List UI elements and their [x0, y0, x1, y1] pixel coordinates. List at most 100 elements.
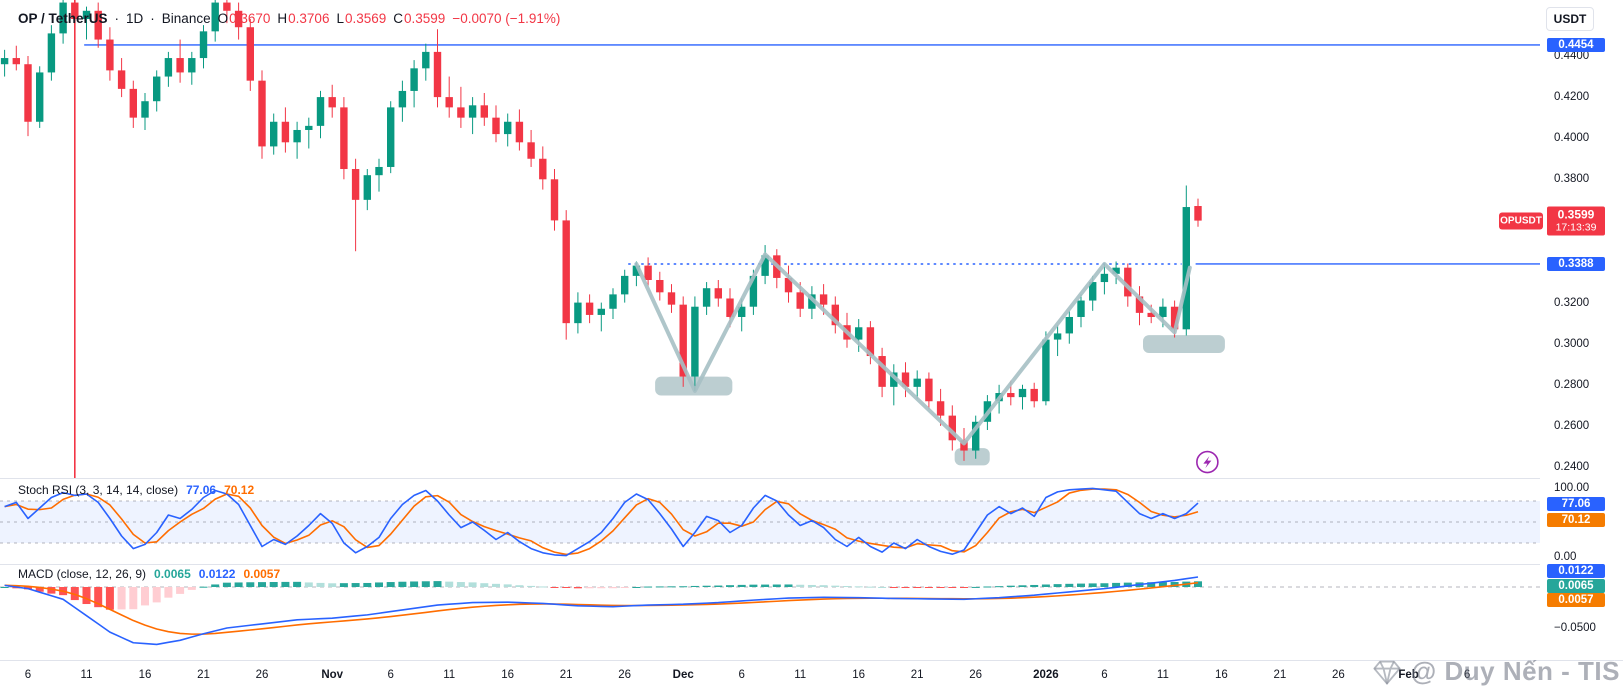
candle [12, 58, 20, 65]
candle [574, 302, 582, 324]
candle [691, 306, 699, 377]
candle [585, 302, 594, 315]
macd-header: MACD (close, 12, 26, 9) 0.0065 0.0122 0.… [18, 567, 280, 581]
candle [82, 10, 91, 20]
candle [667, 292, 676, 305]
candle [164, 58, 173, 77]
candle [36, 72, 44, 122]
candle [515, 121, 524, 143]
time-tick-11: 11 [443, 669, 456, 681]
candle [609, 294, 617, 309]
time-tick-26: 26 [618, 669, 632, 681]
candle [1007, 393, 1015, 398]
macd-signal-axis-label: 0.0057 [1547, 593, 1605, 607]
time-tick-26: 26 [1331, 669, 1345, 681]
price-tick-0.4000: 0.4000 [1554, 132, 1590, 145]
candle [71, 2, 79, 20]
candle [410, 68, 418, 91]
macd-axis-label: 0.0122 [1547, 564, 1605, 578]
candle [234, 10, 243, 28]
candle [188, 58, 196, 73]
candle [293, 129, 301, 143]
gem-icon [1373, 660, 1401, 684]
candle [176, 58, 184, 73]
stoch-tick-100: 100.00 [1554, 482, 1590, 494]
demand-zone-box-3[interactable] [1143, 335, 1225, 353]
candle [866, 327, 875, 357]
candle [211, 2, 219, 32]
symbol-title[interactable]: OP / TetherUS [18, 10, 108, 26]
chart-header: OP / TetherUS · 1D · Binance O 0.3670 H 0.… [18, 8, 560, 28]
macd-line [4, 576, 1199, 646]
candle [199, 31, 208, 59]
candle [784, 277, 793, 293]
interval-button[interactable]: 1D [126, 10, 144, 26]
macd-histogram [0, 581, 1202, 610]
candle [878, 356, 886, 387]
candle [258, 80, 266, 147]
time-tick-6: 6 [387, 669, 394, 681]
pane-separator-2[interactable] [0, 564, 1623, 565]
candle [94, 10, 102, 40]
candle [550, 179, 559, 221]
currency-toggle-button[interactable]: USDT [1546, 7, 1594, 31]
zigzag-pattern-line[interactable] [634, 252, 1192, 446]
price-scale[interactable]: USDT 0.4400 0.4200 0.4000 0.3800 0.3200 0.300… [1540, 0, 1623, 660]
candle [796, 292, 804, 309]
bar-countdown: 17:13:39 [1555, 221, 1597, 234]
candle [1147, 312, 1155, 317]
macd-hist-value: 0.0065 [154, 567, 191, 581]
time-axis-border [0, 660, 1623, 661]
macd-title[interactable]: MACD (close, 12, 26, 9) [18, 567, 147, 581]
time-tick-2026: 2026 [1033, 669, 1059, 681]
time-tick-16: 16 [138, 669, 152, 681]
candle [831, 304, 839, 326]
time-tick-11: 11 [794, 669, 807, 681]
candle [808, 294, 816, 309]
candle [1159, 306, 1167, 317]
lightning-bolt-glyph [1203, 456, 1212, 469]
candle [948, 415, 956, 441]
candle [106, 39, 114, 71]
price-tick-0.4200: 0.4200 [1554, 91, 1590, 104]
candle [375, 166, 383, 176]
candle [281, 121, 290, 143]
pane-separator-1[interactable] [0, 478, 1623, 479]
price-tick-0.2800: 0.2800 [1554, 378, 1590, 391]
candle [1135, 296, 1144, 313]
time-tick-16: 16 [852, 669, 866, 681]
price-tick-0.2600: 0.2600 [1554, 419, 1590, 432]
time-tick-Dec: Dec [672, 669, 694, 681]
stoch-k-axis-label: 77.06 [1547, 497, 1605, 511]
level-price-label-2: 0.3388 [1547, 256, 1605, 271]
time-tick-21: 21 [559, 669, 573, 681]
low-value: L 0.3569 [336, 10, 387, 26]
separator-dot: · [114, 10, 120, 26]
watermark: @ Duy Nến - TIS [1372, 656, 1620, 687]
change-value: −0.0070 (−1.91%) [452, 10, 561, 26]
candle [141, 101, 149, 118]
separator-dot: · [150, 10, 155, 26]
candle [539, 158, 547, 180]
exchange-label[interactable]: Binance [161, 10, 211, 26]
candle [1053, 333, 1062, 340]
candle [351, 169, 360, 200]
candle [960, 440, 968, 451]
candle [24, 64, 32, 122]
time-axis[interactable]: 6 11 16 21 26 Nov 6 11 16 21 26 Dec 6 11 16 21 26 2026 6 11… [0, 661, 1623, 694]
stoch-rsi-title[interactable]: Stoch RSI (3, 3, 14, 14, close) [18, 483, 179, 497]
candle [749, 275, 758, 307]
candle [632, 265, 641, 276]
candle [726, 298, 734, 317]
candle [492, 117, 500, 135]
candle [1042, 339, 1050, 402]
time-tick-26: 26 [969, 669, 983, 681]
stoch-rsi-header: Stoch RSI (3, 3, 14, 14, close) 77.06 70… [18, 483, 254, 497]
demand-zone-box-2[interactable] [954, 448, 990, 466]
high-value: H 0.3706 [277, 10, 330, 26]
candle [527, 142, 535, 159]
candle [398, 90, 407, 108]
macd-hist-axis-label: 0.0065 [1547, 578, 1605, 593]
candle [1124, 267, 1132, 297]
